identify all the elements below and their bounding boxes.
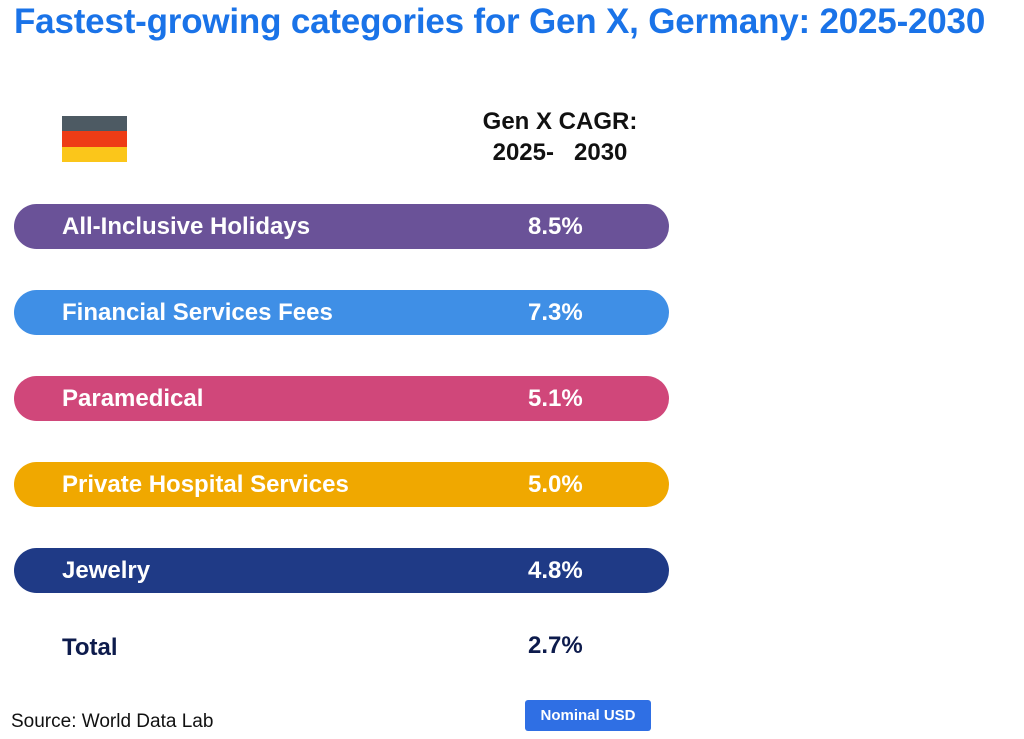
- column-header: Gen X CAGR: 2025- 2030: [470, 106, 650, 168]
- column-header-line-1: Gen X CAGR:: [482, 108, 638, 135]
- flag-stripe-bottom: [62, 146, 127, 162]
- column-header-line-2: 2025- 2030: [492, 139, 628, 166]
- germany-flag-icon: [62, 116, 127, 162]
- category-label: Private Hospital Services: [62, 471, 349, 498]
- flag-stripe-top: [62, 116, 127, 132]
- total-label: Total: [62, 634, 118, 661]
- category-label: Financial Services Fees: [62, 299, 333, 326]
- total-value: 2.7%: [528, 632, 583, 659]
- category-value: 7.3%: [528, 299, 583, 326]
- category-bar: Private Hospital Services 5.0%: [14, 462, 669, 507]
- nominal-usd-badge: Nominal USD: [525, 700, 651, 731]
- category-bar: Financial Services Fees 7.3%: [14, 290, 669, 335]
- category-bar: Jewelry 4.8%: [14, 548, 669, 593]
- chart-title: Fastest-growing categories for Gen X, Ge…: [14, 2, 986, 41]
- category-bar: All-Inclusive Holidays 8.5%: [14, 204, 669, 249]
- flag-stripe-middle: [62, 131, 127, 147]
- source-note: Source: World Data Lab: [11, 711, 214, 732]
- category-bar: Paramedical 5.1%: [14, 376, 669, 421]
- category-rows: All-Inclusive Holidays 8.5% Financial Serv…: [14, 204, 669, 634]
- category-label: All-Inclusive Holidays: [62, 213, 311, 240]
- category-label: Jewelry: [62, 557, 151, 584]
- category-value: 8.5%: [528, 213, 583, 240]
- category-value: 5.0%: [528, 471, 583, 498]
- category-value: 5.1%: [528, 385, 583, 412]
- category-value: 4.8%: [528, 557, 583, 584]
- category-label: Paramedical: [62, 385, 204, 412]
